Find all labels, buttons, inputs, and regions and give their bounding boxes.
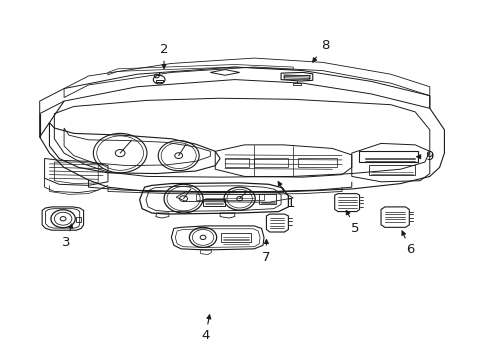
- Text: 6: 6: [401, 231, 414, 256]
- Text: 5: 5: [346, 211, 359, 235]
- Bar: [76, 217, 81, 222]
- Text: 3: 3: [62, 224, 72, 249]
- Bar: [368, 165, 414, 175]
- Bar: [221, 233, 251, 242]
- Text: 4: 4: [201, 315, 210, 342]
- Text: 2: 2: [160, 42, 168, 68]
- Bar: [284, 75, 308, 79]
- Text: 7: 7: [262, 240, 270, 264]
- Bar: [358, 150, 417, 162]
- Bar: [195, 194, 264, 200]
- Text: 1: 1: [278, 182, 294, 210]
- Text: 9: 9: [416, 150, 433, 163]
- Bar: [259, 194, 276, 204]
- Text: 8: 8: [312, 39, 328, 62]
- Bar: [254, 158, 288, 167]
- Bar: [224, 158, 249, 167]
- Bar: [203, 199, 224, 206]
- Bar: [298, 158, 336, 167]
